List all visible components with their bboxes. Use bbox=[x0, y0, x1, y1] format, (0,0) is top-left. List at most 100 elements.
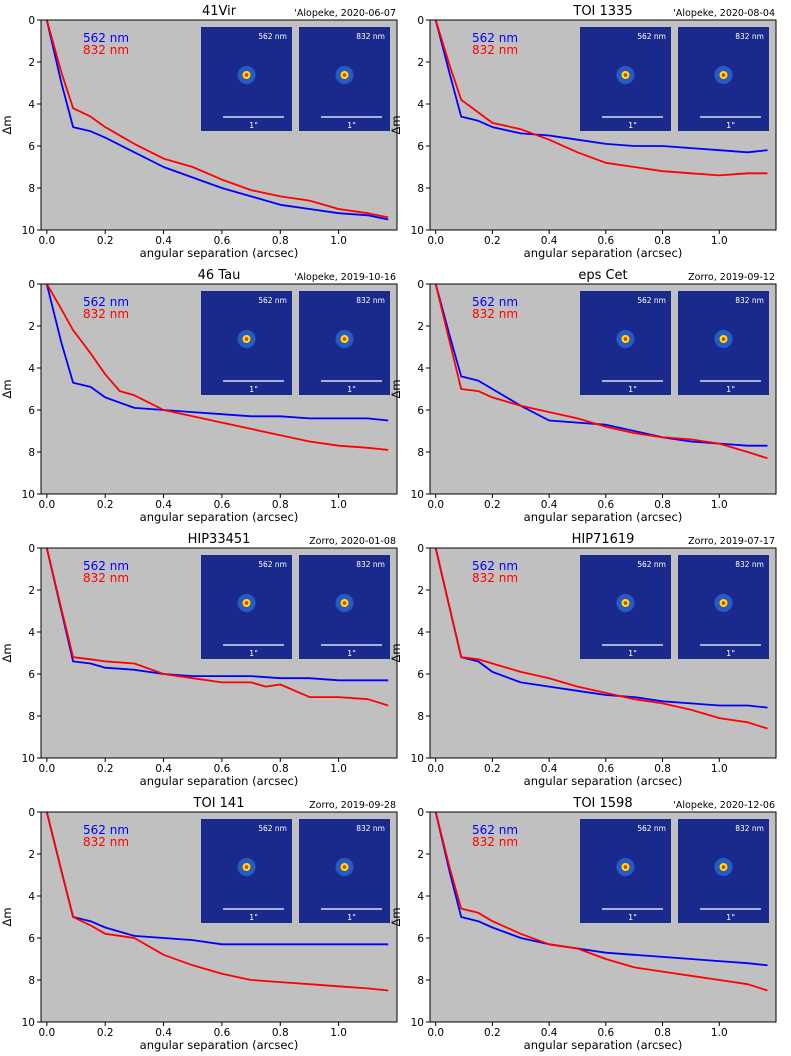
inset-scale-label: 1" bbox=[628, 913, 637, 922]
axes-frame bbox=[40, 19, 398, 231]
x-tick-label: 0.8 bbox=[272, 499, 289, 511]
y-tick-label: 6 bbox=[28, 141, 35, 153]
y-tick-label: 10 bbox=[411, 489, 424, 501]
inset-wavelength-label: 562 nm bbox=[258, 32, 287, 41]
y-tick-label: 2 bbox=[417, 57, 424, 69]
x-tick-label: 0.4 bbox=[541, 763, 558, 775]
y-tick-label: 8 bbox=[28, 711, 35, 723]
inset-wavelength-label: 562 nm bbox=[258, 296, 287, 305]
y-tick-label: 10 bbox=[411, 225, 424, 237]
inset-scale-label: 1" bbox=[347, 121, 356, 130]
chart-panel-6: HIP71619 Zorro, 2019-07-17 562 nm 1" 832 nm 1… bbox=[389, 532, 777, 788]
inset-scale-label: 1" bbox=[628, 385, 637, 394]
inset-star-peak bbox=[342, 865, 347, 869]
y-tick-label: 2 bbox=[28, 321, 35, 333]
y-tick-label: 10 bbox=[22, 225, 35, 237]
y-axis-label: Δm bbox=[0, 907, 14, 926]
speckle-inset-832: 832 nm 1" bbox=[299, 27, 390, 131]
inset-scale-label: 1" bbox=[726, 121, 735, 130]
inset-wavelength-label: 562 nm bbox=[637, 296, 666, 305]
inset-scale-label: 1" bbox=[347, 913, 356, 922]
x-tick-label: 0.2 bbox=[484, 235, 501, 247]
y-tick-label: 0 bbox=[417, 15, 424, 27]
inset-star-peak bbox=[342, 73, 347, 77]
x-tick-label: 0.4 bbox=[155, 1027, 172, 1039]
series-line-562-nm bbox=[45, 811, 389, 946]
x-tick-label: 0.0 bbox=[38, 1027, 55, 1039]
legend-entry: 562 nm bbox=[472, 295, 518, 309]
legend-entry: 562 nm bbox=[472, 823, 518, 837]
x-tick-label: 0.8 bbox=[654, 235, 671, 247]
inset-star-peak bbox=[721, 337, 726, 341]
chart-title: TOI 1598 bbox=[572, 796, 632, 811]
speckle-inset-562: 562 nm 1" bbox=[580, 819, 671, 923]
x-tick-label: 0.0 bbox=[38, 499, 55, 511]
y-axis-label: Δm bbox=[389, 115, 403, 134]
x-tick-label: 0.4 bbox=[155, 235, 172, 247]
x-tick-label: 0.2 bbox=[97, 1027, 114, 1039]
y-tick-label: 6 bbox=[28, 669, 35, 681]
inset-wavelength-label: 832 nm bbox=[735, 32, 764, 41]
y-axis-label: Δm bbox=[0, 379, 14, 398]
y-tick-label: 10 bbox=[22, 489, 35, 501]
inset-wavelength-label: 562 nm bbox=[637, 560, 666, 569]
y-tick-label: 6 bbox=[28, 405, 35, 417]
instrument-date-label: Zorro, 2019-09-12 bbox=[688, 272, 775, 283]
inset-scale-label: 1" bbox=[249, 913, 258, 922]
instrument-date-label: 'Alopeke, 2020-08-04 bbox=[673, 8, 775, 19]
axes-frame bbox=[429, 547, 777, 759]
inset-wavelength-label: 832 nm bbox=[356, 824, 385, 833]
y-tick-label: 8 bbox=[417, 183, 424, 195]
axes-frame bbox=[429, 283, 777, 495]
y-tick-label: 8 bbox=[417, 711, 424, 723]
x-tick-label: 0.0 bbox=[427, 235, 444, 247]
inset-scale-label: 1" bbox=[347, 649, 356, 658]
inset-scale-label: 1" bbox=[628, 649, 637, 658]
series-line-832-nm bbox=[46, 283, 389, 451]
inset-scale-label: 1" bbox=[249, 121, 258, 130]
chart-title: TOI 141 bbox=[193, 796, 245, 811]
y-tick-label: 0 bbox=[28, 543, 35, 555]
y-tick-label: 8 bbox=[417, 447, 424, 459]
inset-star-peak bbox=[721, 601, 726, 605]
inset-wavelength-label: 832 nm bbox=[356, 32, 385, 41]
inset-wavelength-label: 832 nm bbox=[735, 296, 764, 305]
axes-frame bbox=[429, 811, 777, 1023]
x-tick-label: 0.4 bbox=[155, 763, 172, 775]
x-tick-label: 0.2 bbox=[97, 235, 114, 247]
instrument-date-label: 'Alopeke, 2020-06-07 bbox=[294, 8, 396, 19]
inset-star-peak bbox=[623, 865, 628, 869]
inset-star-peak bbox=[721, 73, 726, 77]
inset-scale-label: 1" bbox=[628, 121, 637, 130]
y-tick-label: 2 bbox=[417, 585, 424, 597]
legend-entry: 832 nm bbox=[472, 835, 518, 849]
x-tick-label: 0.0 bbox=[427, 1027, 444, 1039]
x-axis-label: angular separation (arcsec) bbox=[524, 1038, 683, 1052]
y-tick-label: 0 bbox=[417, 807, 424, 819]
y-tick-label: 4 bbox=[28, 627, 35, 639]
inset-scale-label: 1" bbox=[347, 385, 356, 394]
legend-entry: 562 nm bbox=[83, 559, 129, 573]
y-axis-label: Δm bbox=[389, 643, 403, 662]
y-tick-label: 0 bbox=[417, 543, 424, 555]
x-tick-label: 0.8 bbox=[654, 499, 671, 511]
y-tick-label: 8 bbox=[28, 447, 35, 459]
series-line-832-nm bbox=[434, 283, 768, 460]
inset-wavelength-label: 832 nm bbox=[356, 560, 385, 569]
y-tick-label: 6 bbox=[417, 141, 424, 153]
x-tick-label: 0.4 bbox=[541, 499, 558, 511]
inset-wavelength-label: 562 nm bbox=[258, 560, 287, 569]
x-tick-label: 1.0 bbox=[330, 499, 347, 511]
inset-star-peak bbox=[623, 601, 628, 605]
y-tick-label: 2 bbox=[417, 849, 424, 861]
y-axis-label: Δm bbox=[0, 115, 14, 134]
speckle-inset-562: 562 nm 1" bbox=[201, 555, 292, 659]
y-tick-label: 0 bbox=[28, 15, 35, 27]
x-tick-label: 0.0 bbox=[427, 499, 444, 511]
inset-star-peak bbox=[244, 73, 249, 77]
legend-entry: 562 nm bbox=[472, 559, 518, 573]
speckle-inset-562: 562 nm 1" bbox=[201, 291, 292, 395]
x-tick-label: 0.2 bbox=[484, 499, 501, 511]
speckle-inset-832: 832 nm 1" bbox=[678, 27, 769, 131]
